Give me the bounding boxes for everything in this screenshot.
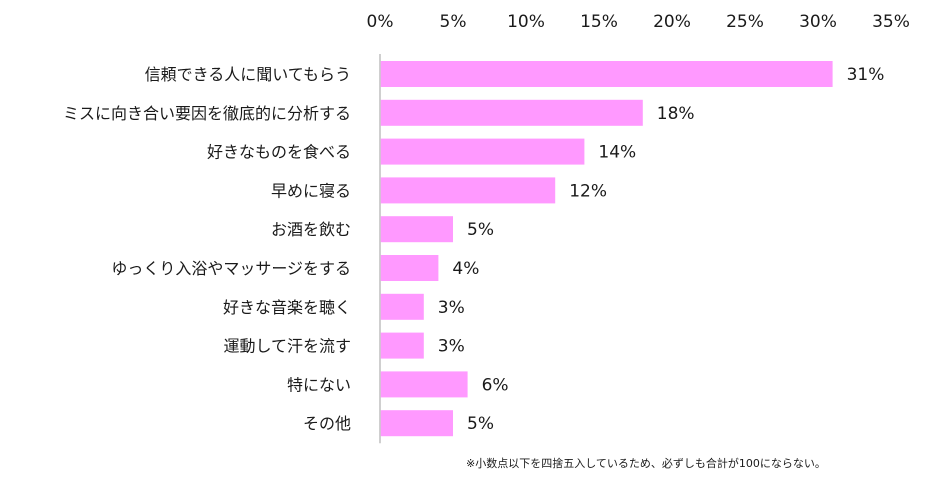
category-label: 運動して汗を流す <box>223 337 351 356</box>
bar <box>380 410 453 437</box>
x-tick-label: 15% <box>580 12 618 32</box>
category-label: ゆっくり入浴やマッサージをする <box>111 259 351 278</box>
value-label: 4% <box>452 259 479 279</box>
bar <box>380 61 833 87</box>
bar <box>380 332 424 359</box>
value-label: 5% <box>467 414 494 434</box>
bar <box>380 99 643 126</box>
value-label: 3% <box>438 298 465 318</box>
value-label: 18% <box>657 104 695 124</box>
x-tick-label: 25% <box>726 12 764 32</box>
category-label: 信頼できる人に聞いてもらう <box>145 65 351 84</box>
value-label: 12% <box>569 181 607 201</box>
category-label: お酒を飲む <box>271 220 351 239</box>
footnote: ※小数点以下を四捨五入しているため、必ずしも合計が100にならない。 <box>466 457 826 470</box>
bar <box>380 138 585 165</box>
bar <box>380 255 439 281</box>
bar <box>380 177 556 204</box>
category-label: 早めに寝る <box>271 181 351 200</box>
x-tick-label: 10% <box>507 12 545 32</box>
x-tick-label: 20% <box>653 12 691 32</box>
category-label: 特にない <box>287 375 351 394</box>
x-tick-label: 35% <box>872 12 910 32</box>
x-tick-label: 0% <box>367 12 394 32</box>
bar <box>380 216 453 243</box>
category-label: その他 <box>303 414 351 433</box>
bars <box>380 61 833 437</box>
category-label: 好きなものを食べる <box>207 143 351 162</box>
x-axis-ticks: 0% 5% 10% 15% 20% 25% 30% 35% <box>367 12 910 32</box>
value-label: 31% <box>847 65 885 85</box>
category-label: 好きな音楽を聴く <box>223 298 351 317</box>
value-label: 6% <box>482 375 509 395</box>
category-labels: 信頼できる人に聞いてもらうミスに向き合い要因を徹底的に分析する好きなものを食べる… <box>63 65 351 433</box>
value-label: 14% <box>598 143 636 163</box>
bar <box>380 371 468 398</box>
value-label: 5% <box>467 220 494 240</box>
category-label: ミスに向き合い要因を徹底的に分析する <box>63 104 351 123</box>
value-labels: 31% 18% 14% 12% 5% 4% 3% 3% 6% 5% <box>438 65 885 434</box>
x-tick-label: 30% <box>799 12 837 32</box>
x-tick-label: 5% <box>440 12 467 32</box>
value-label: 3% <box>438 337 465 357</box>
bar <box>380 293 424 320</box>
